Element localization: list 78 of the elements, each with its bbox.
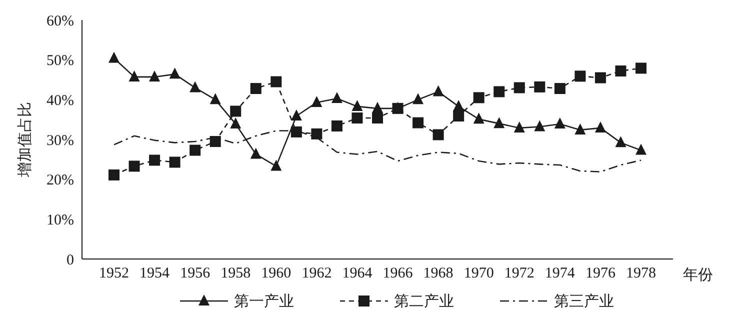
point [190,81,201,92]
point [494,86,505,98]
x-tick-label: 1958 [220,266,251,282]
point [554,117,566,128]
x-tick-label: 1966 [382,266,414,282]
point [108,169,120,180]
x-tick-label: 1972 [504,266,534,282]
x-tick-label: 1964 [342,266,373,282]
legend-label: 第三产业 [554,293,614,310]
point [412,93,424,104]
point [331,120,342,132]
x-tick-label: 1960 [261,266,292,282]
point [534,120,546,132]
point [270,160,282,171]
legend-label: 第二产业 [394,293,454,310]
point [149,70,160,82]
x-tick-label: 1970 [464,266,494,282]
x-tick-label: 1962 [302,266,332,282]
point [574,70,586,82]
point [412,117,424,128]
point [594,72,606,84]
point [311,96,322,107]
point [636,62,646,74]
point [372,102,383,113]
point [331,92,342,103]
point [128,70,140,82]
x-tick-label: 1952 [99,266,129,282]
point [615,65,626,76]
point [190,144,201,156]
x-tick-label: 1978 [626,266,656,282]
point [636,144,646,155]
point [169,156,180,168]
point [149,154,160,166]
y-tick-label: 20% [46,172,74,189]
point [128,160,140,172]
point [210,93,221,104]
point [432,129,444,140]
point [108,52,120,63]
point [352,100,363,111]
legend-label: 第一产业 [234,293,294,310]
point [514,121,525,132]
point [290,126,302,138]
point [210,136,221,147]
x-tick-label: 1956 [180,266,211,282]
point [453,100,464,111]
point [473,112,484,124]
x-tick-label: 1976 [585,266,616,282]
point [534,81,546,92]
y-tick-label: 60% [46,13,74,30]
y-tick-label: 0 [66,252,74,268]
y-axis-title: 增加值占比 [16,102,34,178]
point [473,92,484,104]
point [250,83,262,94]
point [514,82,525,94]
point [311,128,322,140]
point [453,110,464,122]
point [230,117,242,128]
point [594,121,606,132]
x-tick-label: 1968 [423,266,454,282]
point [615,136,626,148]
x-tick-label: 1974 [544,266,576,282]
point [230,106,242,117]
point [494,117,505,128]
point [270,76,282,88]
point [169,68,180,79]
point [250,148,262,159]
point [290,110,302,120]
point [432,85,444,96]
point [574,123,586,134]
point [352,112,363,124]
x-axis-title: 年份 [683,266,713,284]
x-tick-label: 1954 [140,266,170,282]
y-tick-label: 10% [46,212,74,228]
y-tick-label: 40% [46,92,74,109]
y-tick-label: 50% [46,53,74,70]
point [372,112,383,124]
point [554,83,566,94]
y-tick-label: 30% [46,132,74,149]
